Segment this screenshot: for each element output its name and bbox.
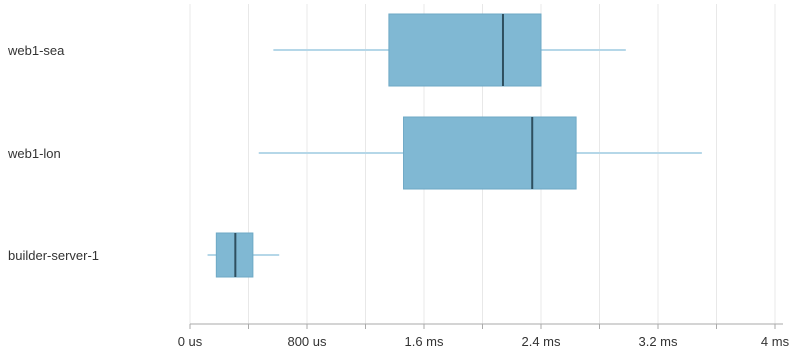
x-tick-label: 800 us (287, 334, 327, 349)
x-tick-label: 3.2 ms (638, 334, 678, 349)
x-tick-label: 2.4 ms (521, 334, 561, 349)
box-iqr (403, 116, 577, 190)
x-tick-label: 1.6 ms (404, 334, 444, 349)
category-label: web1-sea (7, 43, 65, 58)
x-tick-label: 4 ms (761, 334, 790, 349)
box-iqr (388, 13, 542, 87)
category-label: web1-lon (7, 146, 61, 161)
category-label: builder-server-1 (8, 248, 99, 263)
x-tick-label: 0 us (178, 334, 203, 349)
